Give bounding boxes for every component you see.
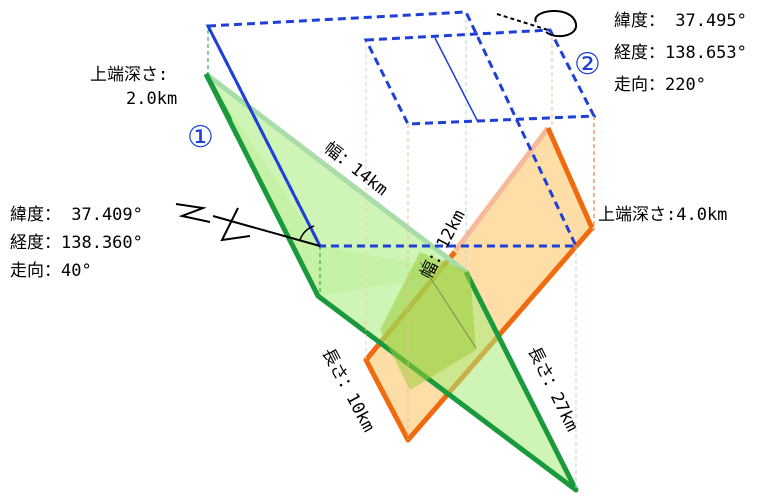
intersection-region [380, 252, 476, 390]
fault-1-depth-value: 2.0km [126, 89, 177, 109]
intersection-line [419, 261, 477, 349]
fault-2-outline-upper [454, 126, 550, 252]
fault-1-outline [203, 72, 579, 493]
fault-1-latitude: 緯度： 37.409° [10, 205, 143, 225]
fault-2-surface-projection [363, 28, 597, 126]
surface-projections [205, 10, 597, 248]
fault-2-depth: 上端深さ:4.0km [598, 205, 727, 225]
north-arrow-head [220, 207, 251, 242]
fault-1-depth-label: 上端深さ: [90, 65, 168, 85]
north-glyph [175, 203, 211, 223]
fault-2-strike: 走向：220° [614, 75, 706, 95]
fault-2-surface-trace [434, 37, 479, 123]
fault-1-left-edge [203, 72, 233, 122]
fault-1-strike: 走向：40° [10, 261, 92, 281]
fault-1-marker: ① [187, 120, 214, 155]
fault-1-surface-trace [206, 25, 322, 247]
projection-guides [207, 12, 595, 490]
strike-angle-arc-2 [534, 9, 578, 38]
fault-1-surface-projection [205, 10, 579, 248]
fault-1-fill [206, 74, 576, 490]
fault-1-longitude: 経度：138.360° [10, 233, 143, 253]
fault-2-outline-right [545, 126, 595, 230]
north-arrow-1 [175, 203, 321, 247]
strike-angle-arc [299, 225, 315, 241]
fault-2-marker: ② [574, 47, 601, 82]
fault-2-longitude: 経度：138.653° [614, 43, 747, 63]
fault-2-latitude: 緯度： 37.495° [614, 11, 747, 31]
north-arrow-2 [496, 9, 578, 38]
north-line-2 [496, 13, 549, 31]
